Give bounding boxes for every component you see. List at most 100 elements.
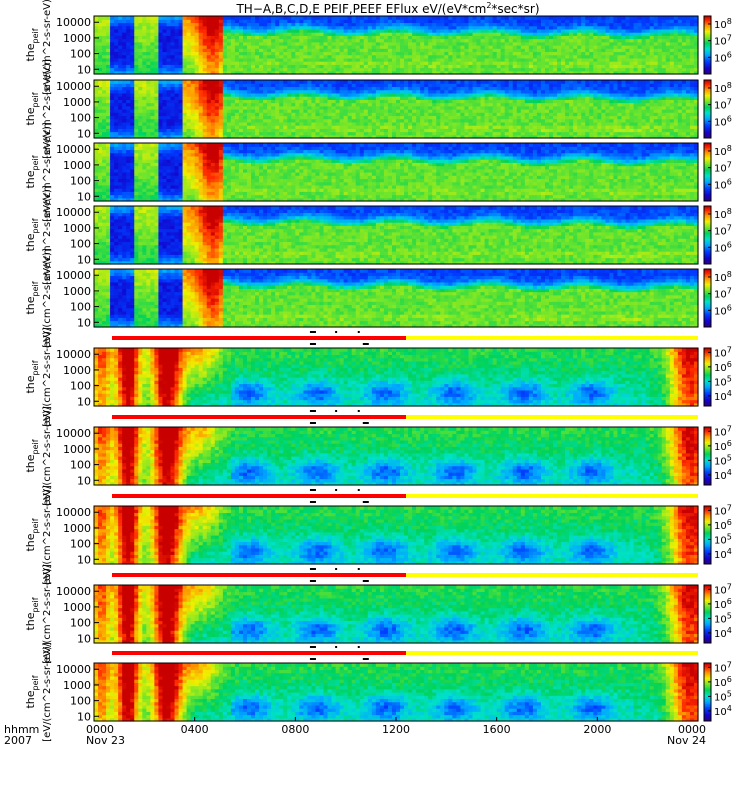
heatmap-cell xyxy=(545,80,550,84)
heatmap-cell xyxy=(521,80,526,84)
heatmap-cell xyxy=(195,16,200,20)
colorbar-tick-label: 108 xyxy=(714,17,732,31)
heatmap-cell xyxy=(432,80,437,84)
heatmap-cell xyxy=(348,80,353,84)
ion-heatmap xyxy=(94,16,699,75)
heatmap-cell xyxy=(501,16,506,20)
heatmap-cell xyxy=(412,80,417,84)
heatmap-cell xyxy=(227,80,232,84)
heatmap-cell xyxy=(348,16,353,20)
heatmap-cell xyxy=(473,16,478,20)
heatmap-cell xyxy=(247,80,252,84)
heatmap-cell xyxy=(501,80,506,84)
heatmap-cell xyxy=(440,16,445,20)
heatmap-cell xyxy=(271,16,276,20)
heatmap-cell xyxy=(368,16,373,20)
heatmap-cell xyxy=(150,80,155,84)
heatmap-cell xyxy=(223,16,228,20)
heatmap-cell xyxy=(376,80,381,84)
heatmap-cell xyxy=(295,16,300,20)
heatmap-cell xyxy=(613,16,618,20)
heatmap-cell xyxy=(444,16,449,20)
heatmap-cell xyxy=(223,80,228,84)
heatmap-cell xyxy=(259,80,264,84)
heatmap-cell xyxy=(630,16,635,20)
heatmap-cell xyxy=(187,80,192,84)
heatmap-cell xyxy=(549,80,554,84)
heatmap-cell xyxy=(678,16,683,20)
heatmap-cell xyxy=(448,16,453,20)
heatmap-cell xyxy=(521,16,526,20)
heatmap-cell xyxy=(295,80,300,84)
heatmap-cell xyxy=(158,80,163,84)
heatmap-cell xyxy=(114,80,119,84)
heatmap-cell xyxy=(255,80,260,84)
heatmap-cell xyxy=(589,16,594,20)
heatmap-cell xyxy=(666,16,671,20)
heatmap-cell xyxy=(191,16,196,20)
heatmap-cell xyxy=(171,16,176,20)
heatmap-cell xyxy=(271,80,276,84)
heatmap-cell xyxy=(493,16,498,20)
heatmap-cell xyxy=(199,16,204,20)
heatmap-cell xyxy=(183,16,188,20)
heatmap-cell xyxy=(529,16,534,20)
heatmap-cell xyxy=(368,80,373,84)
heatmap-cell xyxy=(211,16,216,20)
heatmap-cell xyxy=(408,80,413,84)
heatmap-cell xyxy=(106,80,111,84)
heatmap-cell xyxy=(481,80,486,84)
heatmap-cell xyxy=(146,16,151,20)
heatmap-cell xyxy=(211,80,216,84)
heatmap-cell xyxy=(106,16,111,20)
heatmap-cell xyxy=(203,80,208,84)
heatmap-cell xyxy=(561,80,566,84)
heatmap-cell xyxy=(126,80,131,84)
heatmap-cell xyxy=(473,80,478,84)
heatmap-cell xyxy=(267,16,272,20)
y-tick-label: 100 xyxy=(70,48,91,61)
heatmap-cell xyxy=(400,80,405,84)
heatmap-cell xyxy=(356,16,361,20)
heatmap-cell xyxy=(525,80,530,84)
heatmap-cell xyxy=(195,80,200,84)
heatmap-cell xyxy=(581,80,586,84)
heatmap-cell xyxy=(287,80,292,84)
heatmap-cell xyxy=(573,16,578,20)
heatmap-cell xyxy=(319,80,324,84)
heatmap-cell xyxy=(275,16,280,20)
heatmap-cell xyxy=(626,16,631,20)
heatmap-cell xyxy=(311,80,316,84)
heatmap-cell xyxy=(247,16,252,20)
heatmap-cell xyxy=(436,80,441,84)
heatmap-cell xyxy=(328,16,333,20)
heatmap-cell xyxy=(396,80,401,84)
heatmap-cell xyxy=(303,80,308,84)
heatmap-cell xyxy=(307,16,312,20)
heatmap-cell xyxy=(529,80,534,84)
heatmap-cell xyxy=(650,16,655,20)
heatmap-cell xyxy=(166,16,171,20)
heatmap-cell xyxy=(444,80,449,84)
heatmap-cell xyxy=(175,16,180,20)
heatmap-cell xyxy=(662,16,667,20)
heatmap-cell xyxy=(215,80,220,84)
heatmap-cell xyxy=(505,16,510,20)
heatmap-cell xyxy=(142,80,147,84)
y-axis-label: thepeif xyxy=(24,28,40,61)
heatmap-cell xyxy=(203,16,208,20)
heatmap-cell xyxy=(452,16,457,20)
heatmap-cell xyxy=(162,16,167,20)
heatmap-cell xyxy=(146,80,151,84)
heatmap-cell xyxy=(356,80,361,84)
heatmap-cell xyxy=(533,16,538,20)
heatmap-cell xyxy=(460,80,465,84)
heatmap-cell xyxy=(593,16,598,20)
heatmap-cell xyxy=(609,16,614,20)
heatmap-cell xyxy=(477,80,482,84)
heatmap-cell xyxy=(332,16,337,20)
heatmap-cell xyxy=(239,16,244,20)
heatmap-cell xyxy=(509,16,514,20)
heatmap-cell xyxy=(98,16,103,20)
heatmap-cell xyxy=(94,80,99,84)
